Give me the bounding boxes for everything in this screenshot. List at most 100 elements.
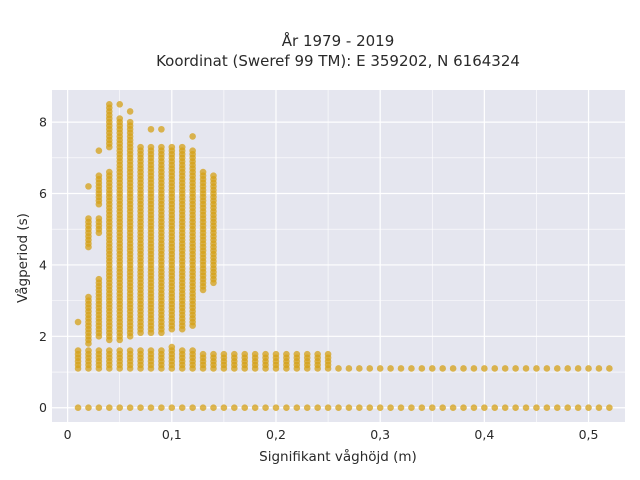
- data-point: [95, 147, 103, 154]
- data-point: [106, 100, 113, 108]
- data-point: [168, 343, 176, 351]
- data-point: [585, 404, 592, 412]
- data-point: [460, 404, 467, 412]
- data-point: [595, 404, 603, 412]
- data-point: [95, 275, 103, 283]
- data-point: [85, 293, 92, 301]
- y-tick-label: 4: [39, 257, 47, 272]
- data-point: [178, 143, 186, 151]
- data-point: [189, 404, 196, 412]
- data-point: [470, 365, 478, 372]
- data-point: [85, 404, 92, 412]
- data-point: [439, 365, 446, 372]
- data-point: [126, 108, 134, 115]
- data-point: [74, 318, 82, 326]
- data-point: [178, 404, 186, 412]
- data-point: [397, 404, 405, 412]
- data-point: [85, 347, 92, 354]
- data-point: [158, 125, 165, 133]
- data-point: [147, 404, 155, 412]
- data-point: [449, 404, 457, 412]
- data-point: [408, 404, 415, 412]
- data-point: [168, 404, 176, 412]
- data-point: [189, 147, 196, 154]
- x-tick-label: 0,1: [162, 427, 182, 442]
- data-point: [314, 350, 321, 358]
- data-point: [303, 404, 311, 412]
- data-point: [272, 350, 280, 358]
- data-point: [345, 365, 353, 372]
- data-point: [126, 118, 134, 126]
- chart-title-line-1: År 1979 - 2019: [282, 31, 395, 50]
- data-point: [606, 365, 613, 372]
- data-point: [178, 347, 186, 354]
- data-point: [356, 404, 363, 412]
- data-point: [585, 365, 592, 372]
- data-point: [501, 365, 509, 372]
- data-point: [553, 365, 561, 372]
- data-point: [564, 365, 571, 372]
- data-point: [595, 365, 603, 372]
- data-point: [408, 365, 415, 372]
- data-point: [137, 404, 144, 412]
- data-points: [74, 100, 613, 412]
- data-point: [210, 172, 217, 179]
- data-point: [512, 365, 519, 372]
- data-point: [126, 347, 134, 354]
- x-tick-label: 0,5: [579, 427, 599, 442]
- data-point: [376, 404, 384, 412]
- data-point: [220, 404, 228, 412]
- x-axis-label: Signifikant våghöjd (m): [259, 448, 417, 465]
- x-tick-label: 0,4: [474, 427, 494, 442]
- data-point: [106, 168, 113, 176]
- data-point: [387, 404, 394, 412]
- y-axis-label: Vågperiod (s): [14, 213, 31, 303]
- data-point: [95, 347, 103, 354]
- data-point: [116, 404, 124, 412]
- data-point: [199, 350, 207, 358]
- data-point: [168, 143, 176, 151]
- data-point: [95, 404, 103, 412]
- x-tick-label: 0,2: [266, 427, 286, 442]
- data-point: [397, 365, 405, 372]
- data-point: [210, 404, 217, 412]
- data-point: [293, 350, 301, 358]
- data-point: [106, 347, 113, 354]
- y-tick-label: 6: [39, 186, 47, 201]
- data-point: [158, 404, 165, 412]
- data-point: [137, 347, 144, 354]
- data-point: [522, 365, 530, 372]
- data-point: [241, 404, 249, 412]
- data-point: [283, 350, 290, 358]
- data-point: [356, 365, 363, 372]
- data-point: [533, 365, 540, 372]
- data-point: [543, 404, 551, 412]
- data-point: [147, 143, 155, 151]
- data-point: [481, 365, 488, 372]
- data-point: [189, 347, 196, 354]
- data-point: [85, 215, 92, 222]
- chart-title-line-2: Koordinat (Sweref 99 TM): E 359202, N 61…: [156, 52, 520, 70]
- data-point: [574, 365, 582, 372]
- data-point: [387, 365, 394, 372]
- y-tick-labels: 0 2 4 6 8: [39, 115, 47, 416]
- data-point: [85, 183, 92, 190]
- data-point: [241, 350, 249, 358]
- data-point: [262, 350, 269, 358]
- data-point: [272, 404, 280, 412]
- data-point: [189, 133, 196, 140]
- data-point: [533, 404, 540, 412]
- data-point: [470, 404, 478, 412]
- data-point: [512, 404, 519, 412]
- x-tick-label: 0: [64, 427, 72, 442]
- data-point: [116, 115, 124, 122]
- data-point: [262, 404, 269, 412]
- data-point: [345, 404, 353, 412]
- data-point: [481, 404, 488, 412]
- data-point: [491, 365, 499, 372]
- data-point: [106, 404, 113, 412]
- data-point: [366, 404, 374, 412]
- data-point: [137, 143, 144, 151]
